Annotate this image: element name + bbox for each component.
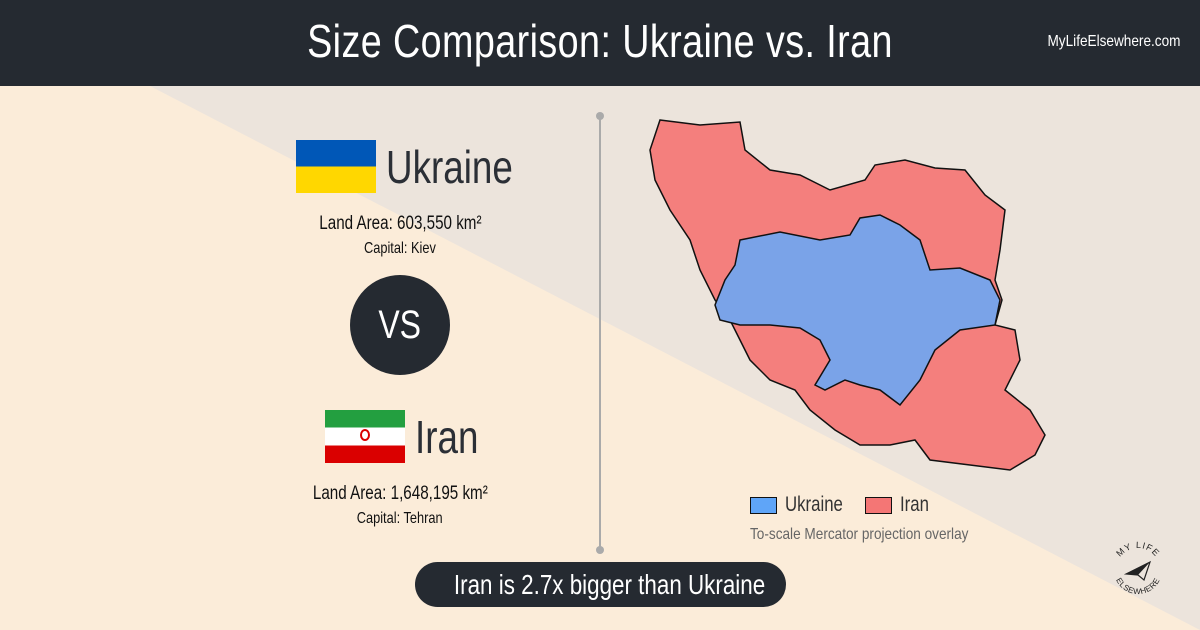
projection-note: To-scale Mercator projection overlay (750, 526, 969, 543)
iran-name: Iran (415, 411, 479, 463)
svg-text:ELSEWHERE: ELSEWHERE (1114, 576, 1162, 596)
map-legend: Ukraine Iran (750, 493, 937, 517)
iran-swatch (865, 496, 893, 514)
mylifeelsewhere-logo: MY LIFE ELSEWHERE (1114, 540, 1162, 596)
ukraine-land-area: Land Area: 603,550 km² (318, 213, 482, 234)
iran-land-area: Land Area: 1,648,195 km² (312, 483, 488, 504)
svg-text:MY LIFE: MY LIFE (1114, 540, 1162, 559)
summary-banner: Iran is 2.7x bigger than Ukraine (415, 562, 786, 607)
ukraine-shape (714, 214, 1001, 407)
iran-capital: Capital: Tehran (357, 510, 443, 527)
ukraine-flag (296, 140, 376, 193)
overlay-map (649, 119, 1046, 471)
page-title: Size Comparison: Ukraine vs. Iran (307, 15, 893, 67)
ukraine-swatch (750, 496, 777, 514)
divider-top-dot (596, 112, 604, 120)
site-link[interactable]: MyLifeElsewhere.com (1046, 33, 1180, 50)
divider (599, 116, 601, 550)
ukraine-capital: Capital: Kiev (364, 240, 436, 257)
legend-ukraine: Ukraine (785, 493, 843, 516)
iran-flag (325, 410, 405, 463)
header: Size Comparison: Ukraine vs. Iran MyLife… (0, 0, 1200, 86)
legend-iran: Iran (900, 493, 930, 516)
vs-badge: VS (350, 275, 450, 375)
divider-bottom-dot (596, 546, 604, 554)
ukraine-name: Ukraine (386, 141, 513, 193)
iran-emblem-icon (360, 429, 370, 441)
